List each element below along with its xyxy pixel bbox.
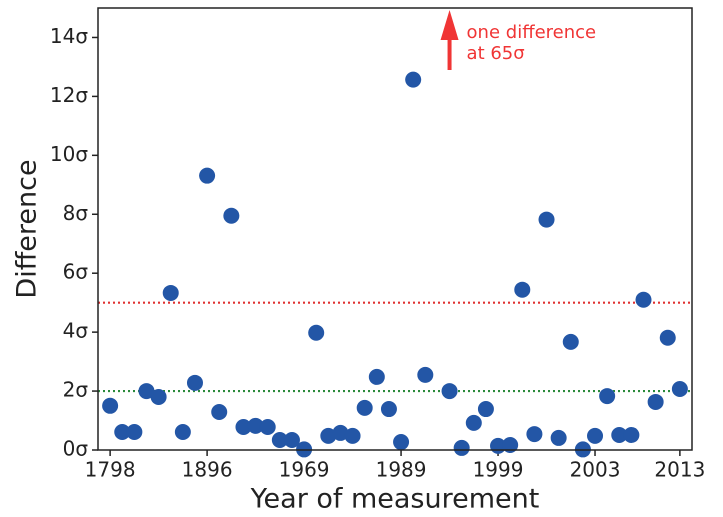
point <box>308 324 325 341</box>
annotation-arrow-head <box>440 10 459 40</box>
point <box>538 211 555 228</box>
point <box>199 167 216 184</box>
point <box>356 399 373 416</box>
x-tick-label: 2013 <box>654 458 705 482</box>
point <box>599 388 616 405</box>
point <box>247 417 264 434</box>
point <box>126 424 143 441</box>
y-tick-label: 8σ <box>63 201 89 225</box>
y-axis-label: Difference <box>12 159 43 298</box>
point <box>562 333 579 350</box>
point <box>320 427 337 444</box>
point <box>453 439 470 456</box>
point <box>405 71 422 88</box>
point <box>623 426 640 443</box>
x-tick-label: 1798 <box>85 458 136 482</box>
x-tick-label: 1999 <box>473 458 524 482</box>
point <box>368 368 385 385</box>
point <box>380 401 397 418</box>
point <box>259 419 276 436</box>
point <box>441 383 458 400</box>
point <box>102 397 119 414</box>
point <box>514 281 531 298</box>
point <box>417 366 434 383</box>
point <box>526 426 543 443</box>
y-tick-label: 0σ <box>63 437 89 461</box>
point <box>393 434 410 451</box>
point <box>635 291 652 308</box>
x-tick-label: 2003 <box>570 458 621 482</box>
point <box>283 431 300 448</box>
x-axis-label: Year of measurement <box>250 484 540 515</box>
y-tick-label: 12σ <box>50 83 88 107</box>
y-tick-label: 10σ <box>50 142 88 166</box>
x-tick-label: 1896 <box>182 458 233 482</box>
point <box>502 436 519 453</box>
plot-frame <box>97 7 693 451</box>
point <box>211 403 228 420</box>
point <box>174 424 191 441</box>
point <box>647 393 664 410</box>
point <box>671 381 688 398</box>
point <box>271 431 288 448</box>
point <box>186 374 203 391</box>
point <box>611 426 628 443</box>
point <box>235 419 252 436</box>
point <box>477 401 494 418</box>
point <box>550 429 567 446</box>
point <box>138 383 155 400</box>
annotation-text: at 65σ <box>467 43 525 64</box>
point <box>659 329 676 346</box>
point <box>344 427 361 444</box>
x-tick-label: 1969 <box>279 458 330 482</box>
point <box>150 388 167 405</box>
point <box>465 414 482 431</box>
y-tick-label: 14σ <box>50 24 88 48</box>
y-tick-label: 6σ <box>63 260 89 284</box>
point <box>114 424 131 441</box>
point <box>587 427 604 444</box>
x-tick-label: 1989 <box>376 458 427 482</box>
point <box>162 284 179 301</box>
y-tick-label: 2σ <box>63 378 89 402</box>
annotation-text: one difference <box>467 22 597 43</box>
point <box>223 207 240 224</box>
y-tick-label: 4σ <box>63 319 89 343</box>
point <box>332 424 349 441</box>
